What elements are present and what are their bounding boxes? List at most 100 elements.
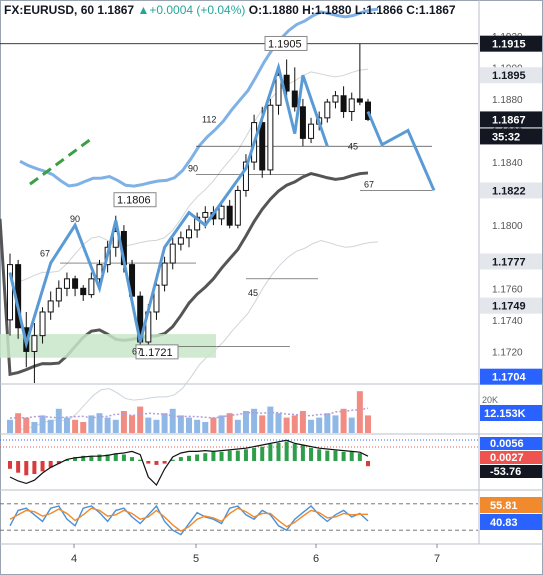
candle: [291, 67, 298, 112]
macd-histogram-bar: [48, 461, 53, 468]
candle: [234, 185, 241, 229]
volume-bar: [47, 419, 54, 433]
macd-histogram-bar: [73, 457, 78, 461]
candle-body: [177, 237, 184, 245]
change-arrow-icon: ▲: [137, 3, 150, 17]
candle: [283, 59, 290, 99]
macd-histogram-bar: [317, 449, 322, 461]
candle: [80, 285, 87, 301]
fib-ratio-label: 112: [202, 115, 216, 125]
candle-body: [31, 335, 38, 352]
macd-histogram-bar: [284, 441, 289, 461]
candle: [308, 117, 315, 144]
volume-bar: [80, 422, 87, 433]
candle-body: [47, 300, 54, 313]
macd-histogram-bar: [276, 442, 281, 461]
price-callout-label: 1.1905: [268, 38, 302, 50]
macd-badge: [480, 465, 542, 478]
macd-badge-label: -53.76: [490, 466, 521, 478]
candle-body: [202, 212, 209, 218]
candle-body: [186, 229, 192, 239]
volume-bar: [186, 417, 192, 433]
price-callout-label: 1.1721: [139, 347, 173, 359]
volume-bar: [218, 415, 225, 433]
macd-histogram-bar: [146, 461, 151, 464]
volume-bar: [145, 417, 152, 433]
volume-bar: [234, 419, 241, 433]
candle: [55, 280, 62, 308]
volume-bar: [210, 417, 217, 433]
candle: [299, 98, 306, 147]
price-badge: [480, 253, 542, 270]
candle-body: [80, 287, 87, 296]
high-label: H:: [302, 3, 315, 17]
candle-body: [161, 262, 168, 286]
fib-ratio-label: 45: [348, 141, 358, 151]
stochastic-badge: [480, 514, 542, 530]
interval-label[interactable]: 60: [80, 3, 95, 17]
candle-body: [348, 98, 355, 113]
macd-histogram-bar: [219, 451, 224, 461]
candle-body: [356, 98, 363, 103]
candle: [242, 154, 249, 197]
price-tick-label: 1.1880: [492, 95, 523, 106]
candle-body: [88, 278, 95, 296]
candle: [88, 272, 95, 298]
price-callout-label: 1.1806: [117, 195, 151, 207]
candle-body: [340, 95, 347, 113]
macd-histogram-bar: [162, 461, 167, 464]
volume-bar: [291, 415, 298, 433]
macd-histogram-bar: [252, 448, 257, 461]
price-badge: [480, 368, 542, 385]
symbol-label[interactable]: FX:EURUSD: [4, 3, 75, 17]
price-badge-label: 1.1867: [492, 114, 526, 126]
candle-body: [267, 104, 274, 171]
volume-bar: [340, 408, 347, 433]
price-badge: [480, 35, 542, 52]
volume-bar: [120, 411, 127, 433]
candle: [39, 307, 46, 344]
price-tick-label: 1.1720: [492, 347, 523, 358]
volume-bar: [72, 419, 79, 433]
volume-bar: [259, 415, 266, 433]
fib-ratio-label: 90: [188, 164, 198, 174]
volume-bar: [194, 419, 201, 433]
price-tick-label: 1.1740: [492, 316, 523, 327]
volume-bar: [23, 417, 30, 433]
candle: [324, 98, 331, 123]
volume-bar: [283, 417, 290, 433]
volume-bar: [161, 413, 168, 433]
close-value: 1.1867: [418, 3, 456, 17]
mid-channel-line: [9, 68, 369, 285]
candle: [365, 98, 371, 122]
candle-body: [283, 74, 290, 92]
volume-bar: [129, 415, 136, 433]
macd-histogram-bar: [138, 459, 143, 461]
candle: [218, 201, 225, 226]
stochastic-badge-label: 55.81: [490, 500, 518, 512]
candle-body: [153, 284, 160, 313]
candle: [7, 253, 13, 336]
candle-body: [299, 106, 306, 139]
candle-body: [169, 243, 176, 264]
price-tick-label: 1.1840: [492, 158, 523, 169]
macd-badge: [480, 451, 542, 464]
volume-bar: [226, 413, 233, 433]
macd-histogram-bar: [16, 461, 21, 473]
macd-histogram-bar: [81, 455, 86, 461]
low-label: L:: [354, 3, 367, 17]
macd-histogram-bar: [8, 461, 12, 469]
fib-ratio-label: 67: [40, 249, 50, 259]
upper-band-line: [19, 7, 379, 188]
volume-bar: [55, 408, 62, 433]
macd-histogram-bar: [178, 457, 183, 461]
macd-histogram-bar: [211, 451, 216, 461]
candle-body: [275, 74, 282, 106]
volume-bar: [251, 408, 258, 433]
price-badge: [480, 111, 542, 128]
time-tick-label: 6: [313, 553, 319, 565]
stochastic-badge: [480, 497, 542, 513]
macd-badge-label: 0.0056: [490, 438, 524, 450]
volume-bar: [267, 406, 274, 433]
